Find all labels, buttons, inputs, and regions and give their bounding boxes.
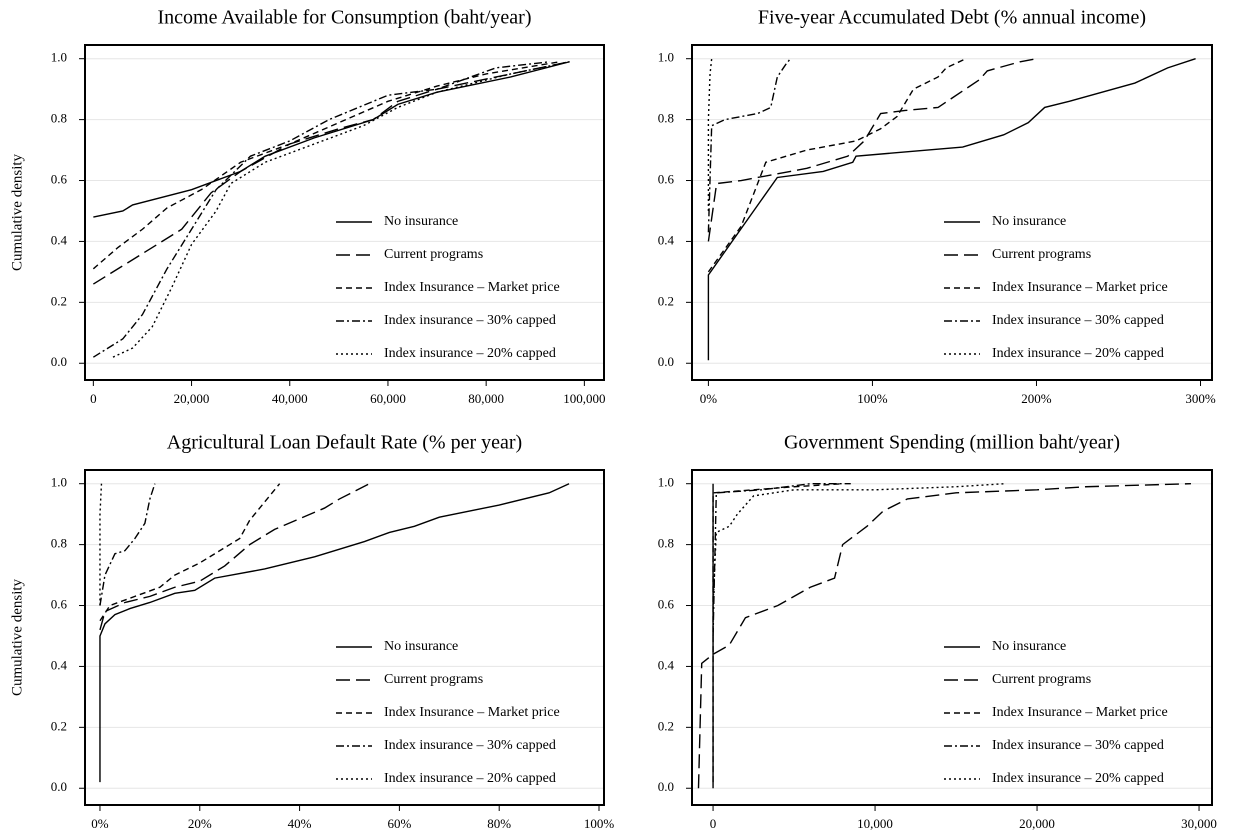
chart-title: Five-year Accumulated Debt (% annual inc…: [758, 7, 1146, 29]
x-tick-label: 60%: [387, 816, 411, 831]
legend-label: No insurance: [384, 639, 458, 654]
series-line: [697, 483, 1191, 789]
panel: Government Spending (million baht/year) 0…: [658, 432, 1217, 831]
x-tick-label: 20,000: [174, 391, 210, 406]
series-line: [99, 483, 281, 622]
y-tick-label: 1.0: [658, 50, 674, 65]
x-tick-label: 0: [90, 391, 97, 406]
y-tick-label: 0.4: [51, 657, 68, 672]
y-tick-label: 0.0: [51, 779, 67, 794]
x-tick-label: 60,000: [370, 391, 406, 406]
legend-label: Index Insurance – Market price: [992, 705, 1168, 720]
panel: Agricultural Loan Default Rate (% per ye…: [9, 432, 614, 831]
y-tick-label: 0.8: [658, 111, 674, 126]
legend-label: Index Insurance – Market price: [384, 280, 560, 295]
series-line: [707, 58, 967, 273]
series-line: [99, 483, 103, 606]
x-tick-label: 100%: [857, 391, 888, 406]
chart-title: Income Available for Consumption (baht/y…: [158, 7, 532, 29]
y-axis-label: Cumulative density: [9, 578, 25, 696]
plot-frame: [691, 469, 1213, 806]
y-tick-label: 0.2: [51, 293, 67, 308]
x-tick-label: 10,000: [857, 816, 893, 831]
y-tick-label: 0.6: [51, 597, 68, 612]
legend-label: Index insurance – 20% capped: [384, 771, 556, 786]
legend-label: Current programs: [384, 672, 483, 687]
y-tick-label: 0.4: [658, 232, 675, 247]
series-line: [712, 483, 851, 636]
series-line: [99, 483, 370, 631]
legend-label: Index insurance – 20% capped: [384, 346, 556, 361]
series-line: [99, 483, 570, 783]
plot-frame: [84, 44, 605, 381]
y-tick-label: 1.0: [51, 475, 67, 490]
legend-label: Index insurance – 30% capped: [992, 313, 1164, 328]
legend-label: Index insurance – 20% capped: [992, 346, 1164, 361]
y-tick-label: 0.4: [51, 232, 68, 247]
series-line: [93, 61, 570, 218]
series-line: [712, 483, 843, 783]
x-tick-label: 20%: [188, 816, 212, 831]
series-line: [99, 483, 156, 606]
x-tick-label: 300%: [1185, 391, 1216, 406]
chart-title: Government Spending (million baht/year): [784, 432, 1120, 454]
y-tick-label: 0.2: [658, 293, 674, 308]
y-tick-label: 1.0: [51, 50, 67, 65]
x-tick-label: 80%: [487, 816, 511, 831]
y-tick-label: 0.6: [658, 172, 675, 187]
legend-label: Current programs: [992, 672, 1091, 687]
legend-label: Index insurance – 30% capped: [384, 738, 556, 753]
y-tick-label: 0.4: [658, 657, 675, 672]
y-tick-label: 0.2: [51, 718, 67, 733]
plot-frame: [84, 469, 605, 806]
panel: Income Available for Consumption (baht/y…: [9, 7, 605, 406]
legend-label: No insurance: [992, 639, 1066, 654]
x-tick-label: 20,000: [1019, 816, 1055, 831]
y-tick-label: 0.8: [51, 111, 67, 126]
series-line: [707, 58, 1037, 242]
series-line: [707, 58, 791, 233]
y-tick-label: 0.0: [658, 779, 674, 794]
x-tick-label: 80,000: [468, 391, 504, 406]
series-line: [707, 58, 1196, 361]
y-tick-label: 0.2: [658, 718, 674, 733]
x-tick-label: 40,000: [272, 391, 308, 406]
x-tick-label: 30,000: [1181, 816, 1217, 831]
legend-label: Current programs: [992, 247, 1091, 262]
y-tick-label: 0.6: [51, 172, 68, 187]
plot-frame: [691, 44, 1213, 381]
x-tick-label: 200%: [1021, 391, 1052, 406]
x-tick-label: 0: [710, 816, 717, 831]
y-tick-label: 0.8: [658, 536, 674, 551]
y-axis-label: Cumulative density: [9, 153, 25, 271]
legend-label: Index insurance – 30% capped: [992, 738, 1164, 753]
x-tick-label: 0%: [700, 391, 718, 406]
x-tick-label: 100,000: [563, 391, 605, 406]
series-line: [712, 483, 1005, 606]
legend-label: Index insurance – 30% capped: [384, 313, 556, 328]
x-tick-label: 0%: [91, 816, 109, 831]
legend-label: No insurance: [992, 214, 1066, 229]
chart-title: Agricultural Loan Default Rate (% per ye…: [167, 432, 522, 454]
y-tick-label: 0.0: [658, 354, 674, 369]
legend-label: No insurance: [384, 214, 458, 229]
y-tick-label: 1.0: [658, 475, 674, 490]
series-line: [92, 61, 560, 270]
series-line: [707, 58, 713, 211]
y-tick-label: 0.8: [51, 536, 67, 551]
legend-label: Current programs: [384, 247, 483, 262]
x-tick-label: 100%: [584, 816, 615, 831]
panel: Five-year Accumulated Debt (% annual inc…: [658, 7, 1216, 406]
y-tick-label: 0.0: [51, 354, 67, 369]
y-tick-label: 0.6: [658, 597, 675, 612]
legend-label: Index Insurance – Market price: [992, 280, 1168, 295]
x-tick-label: 40%: [288, 816, 312, 831]
legend-label: Index Insurance – Market price: [384, 705, 560, 720]
series-line: [92, 61, 570, 285]
series-line: [92, 61, 551, 358]
legend-label: Index insurance – 20% capped: [992, 771, 1164, 786]
